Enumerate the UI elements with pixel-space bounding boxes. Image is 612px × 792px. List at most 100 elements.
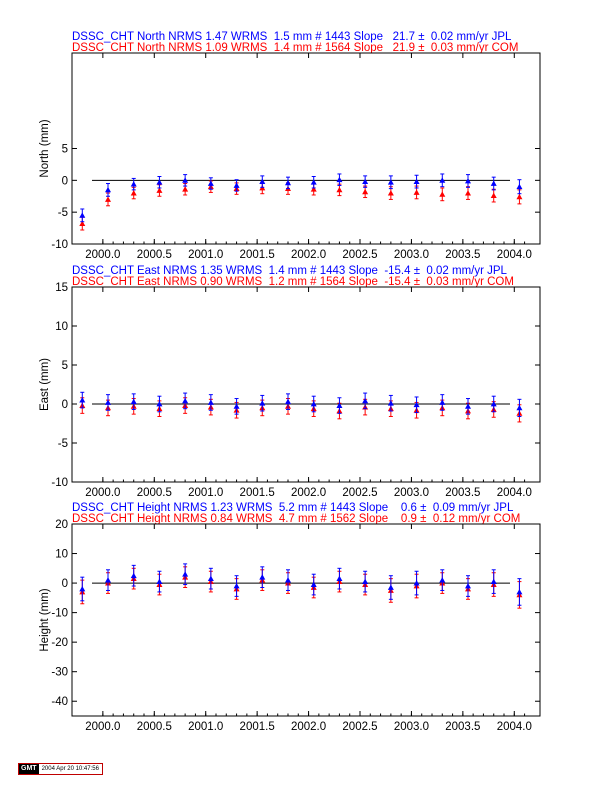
- jpl-point: [465, 177, 471, 184]
- east-title-com: DSSC_CHT East NRMS 0.90 WRMS 1.2 mm # 15…: [72, 276, 514, 288]
- jpl-point: [490, 180, 497, 186]
- x-tick-label: 2003.0: [394, 721, 429, 733]
- height-title-com: DSSC_CHT Height NRMS 0.84 WRMS 4.7 mm # …: [72, 513, 521, 525]
- x-tick-label: 2001.5: [240, 721, 275, 733]
- jpl-point: [285, 179, 291, 186]
- plot-frame: [71, 523, 541, 717]
- jpl-point: [259, 400, 266, 406]
- jpl-point: [310, 401, 317, 407]
- y-tick-label: -5: [58, 438, 68, 450]
- y-tick-label: 20: [55, 519, 68, 531]
- jpl-point: [156, 179, 163, 185]
- jpl-point: [182, 397, 189, 404]
- x-tick-label: 2004.0: [497, 721, 532, 733]
- com-point: [439, 191, 446, 197]
- y-tick-label: -10: [51, 239, 68, 251]
- jpl-point: [79, 212, 86, 218]
- x-tick-label: 2000.5: [137, 721, 172, 733]
- y-tick-label: 0: [62, 399, 68, 411]
- jpl-point: [387, 179, 394, 185]
- jpl-point: [490, 401, 497, 407]
- jpl-point: [105, 577, 111, 583]
- jpl-point: [516, 183, 523, 190]
- y-tick-label: 15: [55, 282, 68, 294]
- y-axis-label: East (mm): [39, 358, 51, 411]
- y-axis-label: Height (mm): [39, 588, 51, 651]
- y-tick-label: 0: [62, 175, 68, 187]
- x-tick-label: 2003.5: [445, 249, 480, 261]
- gmt-timestamp-stamp: GMT 2004 Apr 20 10:47:56: [18, 763, 103, 775]
- x-tick-label: 2001.5: [240, 487, 275, 499]
- jpl-point: [439, 399, 446, 405]
- y-tick-label: -40: [51, 696, 68, 708]
- jpl-point: [336, 575, 343, 582]
- jpl-point: [285, 577, 291, 583]
- y-axis-label: North (mm): [39, 119, 51, 177]
- jpl-point: [465, 403, 471, 409]
- jpl-point: [413, 401, 420, 408]
- jpl-point: [285, 398, 291, 405]
- com-point: [310, 186, 317, 192]
- jpl-point: [336, 176, 343, 183]
- jpl-point: [79, 397, 86, 403]
- y-tick-label: -5: [58, 207, 68, 219]
- jpl-point: [182, 177, 189, 183]
- y-tick-label: -30: [51, 667, 68, 679]
- x-tick-label: 2002.0: [291, 721, 326, 733]
- jpl-point: [465, 583, 471, 589]
- east-title-jpl: DSSC_CHT East NRMS 1.35 WRMS 1.4 mm # 14…: [72, 265, 507, 277]
- jpl-point: [362, 397, 369, 404]
- com-point: [413, 189, 420, 195]
- y-tick-label: -10: [51, 608, 68, 620]
- jpl-point: [516, 404, 523, 411]
- height-title-jpl: DSSC_CHT Height NRMS 1.23 WRMS 5.2 mm # …: [72, 502, 514, 514]
- x-tick-label: 2000.0: [85, 487, 120, 499]
- x-tick-label: 2001.0: [188, 249, 223, 261]
- x-tick-label: 2000.0: [85, 721, 120, 733]
- gmt-logo: GMT: [19, 764, 39, 774]
- com-point: [156, 187, 163, 193]
- jpl-point: [130, 572, 137, 579]
- com-point: [465, 190, 471, 196]
- y-tick-label: 5: [62, 144, 68, 156]
- x-tick-label: 2002.5: [342, 487, 377, 499]
- height-plot: 2000.0 2000.5 2001.0 2001.5 2002.0 2002.5 2003…: [39, 519, 541, 733]
- x-tick-label: 2000.5: [137, 249, 172, 261]
- x-tick-label: 2002.0: [291, 249, 326, 261]
- com-point: [105, 196, 111, 202]
- jpl-point: [259, 178, 266, 185]
- x-tick-label: 2003.0: [394, 487, 429, 499]
- jpl-point: [439, 577, 446, 583]
- jpl-point: [387, 584, 394, 590]
- jpl-point: [439, 177, 446, 183]
- jpl-point: [182, 571, 189, 577]
- plot-frame: [71, 286, 541, 483]
- x-tick-label: 2003.0: [394, 249, 429, 261]
- x-tick-label: 2001.0: [188, 487, 223, 499]
- jpl-point: [207, 180, 214, 186]
- jpl-point: [387, 400, 394, 406]
- jpl-point: [156, 401, 163, 407]
- jpl-point: [130, 181, 137, 187]
- jpl-point: [207, 575, 214, 582]
- y-tick-label: 10: [55, 549, 68, 561]
- x-tick-label: 2004.0: [497, 487, 532, 499]
- north-plot: 2000.0 2000.5 2001.0 2001.5 2002.0 2002.5 2003…: [39, 52, 541, 261]
- x-tick-label: 2003.5: [445, 721, 480, 733]
- jpl-point: [516, 588, 523, 595]
- jpl-point: [233, 403, 240, 409]
- y-tick-label: -20: [51, 637, 68, 649]
- jpl-point: [490, 578, 497, 584]
- com-point: [516, 193, 523, 200]
- com-point: [130, 190, 137, 196]
- x-tick-label: 2000.5: [137, 487, 172, 499]
- jpl-point: [233, 583, 240, 589]
- jpl-point: [156, 578, 163, 584]
- com-point: [336, 186, 343, 193]
- north-title-com: DSSC_CHT North NRMS 1.09 WRMS 1.4 mm # 1…: [72, 42, 519, 54]
- jpl-point: [207, 399, 214, 405]
- x-tick-label: 2002.5: [342, 721, 377, 733]
- jpl-point: [362, 578, 369, 584]
- com-point: [387, 190, 394, 196]
